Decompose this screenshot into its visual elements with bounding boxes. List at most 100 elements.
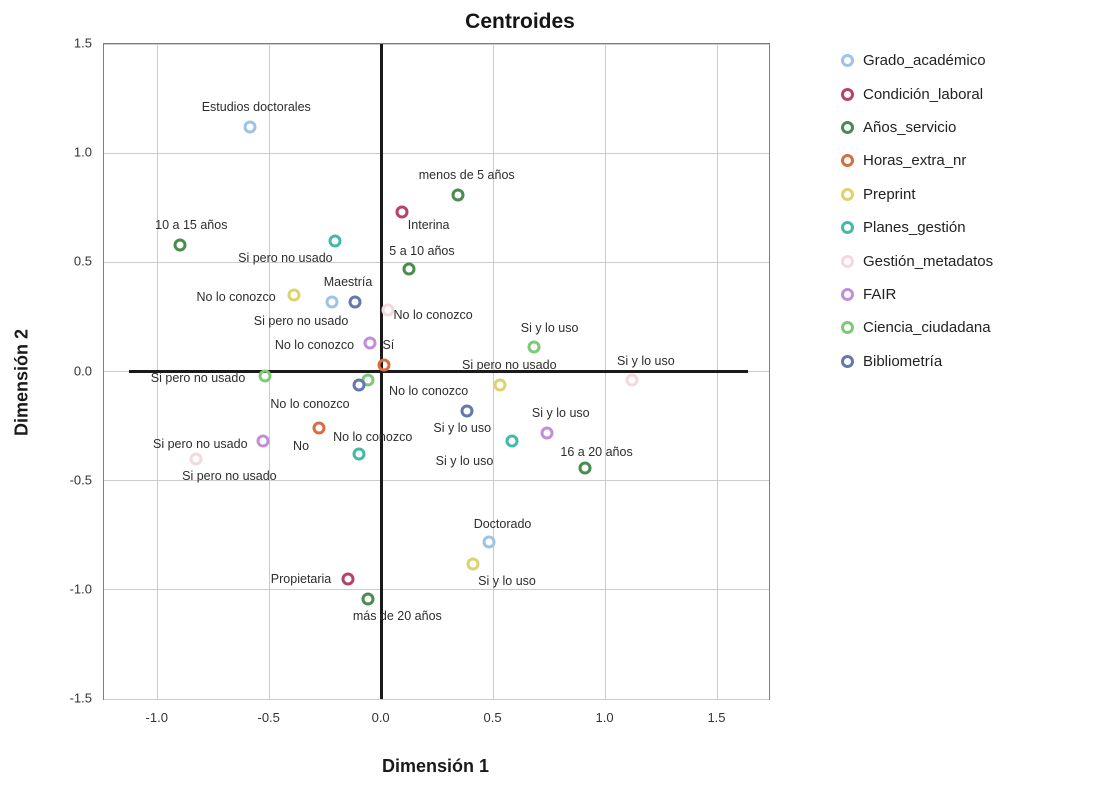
data-point-label: Si y lo uso: [617, 353, 675, 368]
data-point: [505, 434, 518, 448]
gridline-horizontal: [104, 152, 769, 154]
legend-swatch-icon: [841, 354, 854, 368]
legend-item: Preprint: [841, 178, 993, 211]
legend-item-label: FAIR: [863, 285, 897, 303]
data-point: [312, 421, 326, 435]
x-axis-label: Dimensión 1: [381, 756, 490, 776]
legend-swatch-icon: [841, 187, 854, 201]
data-point-label: No lo conozco: [196, 290, 276, 305]
data-point: [287, 288, 301, 302]
data-point: [328, 234, 342, 247]
gridline-horizontal: [104, 480, 769, 482]
data-point-label: más de 20 años: [352, 609, 442, 624]
y-tick-label: 1.5: [73, 35, 92, 51]
legend-item-label: Grado_académico: [863, 52, 986, 70]
legend-item: FAIR: [841, 278, 993, 311]
data-point: [361, 592, 375, 606]
legend-swatch-icon: [841, 254, 854, 268]
data-point: [377, 358, 391, 372]
data-point: [348, 295, 362, 309]
data-point-label: No lo conozco: [274, 338, 355, 353]
y-tick-label: 0.0: [73, 363, 92, 378]
y-tick-label: 1.0: [73, 144, 92, 160]
data-point: [341, 572, 355, 586]
legend-swatch-icon: [841, 54, 854, 68]
y-tick-label: -1.0: [69, 581, 92, 597]
legend-item: Bibliometría: [841, 345, 993, 378]
data-point: [243, 120, 257, 134]
chart-title: Centroides: [465, 10, 575, 33]
data-point: [527, 340, 541, 354]
legend-item: Años_servicio: [841, 111, 993, 144]
data-point: [363, 336, 377, 350]
y-tick-label: -0.5: [69, 472, 92, 488]
data-point-label: Estudios doctorales: [201, 100, 311, 115]
x-zero-axis-line: [129, 370, 748, 373]
legend-item-label: Planes_gestión: [863, 219, 966, 237]
data-point: [578, 461, 592, 475]
data-point-label: Si pero no usado: [462, 357, 557, 372]
data-point: [402, 262, 415, 276]
data-point-label: No lo conozco: [333, 430, 413, 444]
x-tick-label: 0.0: [371, 710, 390, 725]
data-point: [258, 369, 272, 383]
x-tick-label: 0.5: [483, 710, 502, 725]
legend-item-label: Años_servicio: [863, 118, 957, 136]
data-point-label: 5 a 10 años: [389, 244, 455, 259]
data-point: [352, 378, 366, 392]
data-point: [451, 188, 465, 202]
gridline-horizontal: [104, 698, 769, 700]
data-point: [381, 303, 395, 317]
y-tick-label: 0.5: [73, 253, 92, 269]
data-point-label: Si y lo uso: [433, 421, 492, 436]
gridline-horizontal: [104, 261, 769, 263]
y-tick-label: -1.5: [69, 690, 92, 706]
data-point-label: Si pero no usado: [150, 371, 246, 386]
legend-swatch-icon: [841, 87, 854, 101]
legend-item-label: Horas_extra_nr: [863, 152, 967, 170]
plot-area: Estudios doctorales Maestría Doctorado Inte…: [103, 43, 770, 700]
data-point: [625, 373, 639, 387]
legend-item: Condición_laboral: [841, 77, 993, 110]
data-point-label: Si pero no usado: [238, 250, 333, 265]
legend-item: Grado_académico: [841, 44, 993, 77]
legend: Grado_académico Condición_laboral Años_ser…: [841, 44, 993, 378]
data-point-label: Doctorado: [473, 517, 532, 532]
data-point-label: 16 a 20 años: [560, 445, 633, 460]
data-point-label: Si y lo uso: [520, 320, 579, 335]
legend-swatch-icon: [841, 321, 854, 335]
data-point: [173, 238, 187, 252]
data-point-label: Si pero no usado: [153, 436, 248, 451]
data-point: [395, 205, 409, 219]
x-tick-label: -1.0: [145, 710, 168, 725]
data-point-label: Si y lo uso: [435, 454, 494, 469]
gridline-horizontal: [104, 43, 769, 45]
data-point-label: Sí: [382, 338, 395, 353]
legend-swatch-icon: [841, 221, 854, 235]
data-point-label: Maestría: [323, 274, 373, 289]
legend-swatch-icon: [841, 287, 854, 301]
data-point-label: Si y lo uso: [531, 405, 590, 420]
legend-item: Planes_gestión: [841, 211, 993, 244]
data-point-label: Si pero no usado: [253, 314, 349, 329]
data-point: [256, 434, 270, 448]
data-point-label: menos de 5 años: [418, 168, 515, 182]
data-point: [493, 378, 507, 392]
data-point: [189, 452, 203, 466]
data-point-label: No lo conozco: [270, 397, 350, 412]
legend-item: Horas_extra_nr: [841, 144, 993, 177]
legend-item-label: Gestión_metadatos: [863, 252, 994, 270]
data-point-label: No lo conozco: [389, 384, 469, 399]
x-tick-label: 1.5: [707, 710, 726, 725]
legend-item-label: Condición_laboral: [863, 85, 984, 103]
gridline-horizontal: [104, 589, 769, 591]
legend-item: Gestión_metadatos: [841, 244, 993, 277]
legend-swatch-icon: [841, 120, 854, 134]
x-tick-label: -0.5: [257, 710, 280, 725]
data-point-label: Interina: [407, 218, 450, 233]
data-point: [460, 404, 474, 418]
legend-item-label: Bibliometría: [863, 352, 943, 370]
data-point-label: Si pero no usado: [182, 469, 277, 484]
data-point: [352, 447, 366, 461]
data-point: [482, 535, 496, 549]
